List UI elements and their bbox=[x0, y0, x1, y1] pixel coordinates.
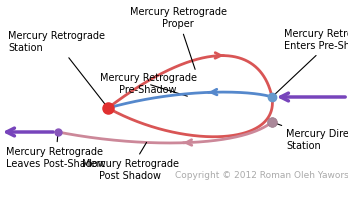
Text: Mercury Retrograde
Leaves Post-Shadow: Mercury Retrograde Leaves Post-Shadow bbox=[6, 135, 106, 169]
Text: Mercury Retrograde
Post Shadow: Mercury Retrograde Post Shadow bbox=[81, 142, 179, 181]
Text: Mercury Retrograde
Pre-Shadow: Mercury Retrograde Pre-Shadow bbox=[100, 73, 197, 96]
Text: Copyright © 2012 Roman Oleh Yaworsky: Copyright © 2012 Roman Oleh Yaworsky bbox=[175, 172, 348, 180]
Text: Mercury Direct
Station: Mercury Direct Station bbox=[275, 123, 348, 151]
Text: Mercury Retrograde
Enters Pre-Shadow: Mercury Retrograde Enters Pre-Shadow bbox=[274, 29, 348, 95]
Text: Mercury Retrograde
Station: Mercury Retrograde Station bbox=[8, 31, 106, 106]
Text: Mercury Retrograde
Proper: Mercury Retrograde Proper bbox=[129, 7, 227, 69]
